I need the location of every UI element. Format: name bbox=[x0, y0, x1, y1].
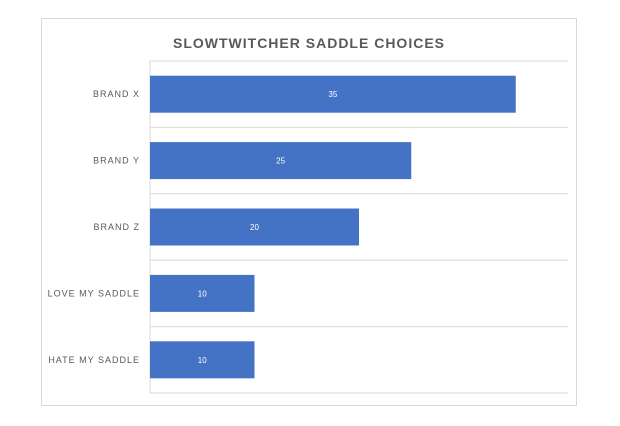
category-label: BRAND Z bbox=[93, 222, 140, 232]
bar bbox=[150, 341, 255, 379]
data-label: 10 bbox=[198, 289, 207, 298]
bar bbox=[150, 75, 516, 113]
data-label: 10 bbox=[198, 356, 207, 365]
category-label: BRAND X bbox=[93, 89, 140, 99]
bar bbox=[150, 274, 255, 312]
bar bbox=[150, 208, 359, 246]
chart-title: SLOWTWITCHER SADDLE CHOICES bbox=[173, 35, 445, 51]
category-label: BRAND Y bbox=[93, 156, 140, 166]
bar-chart: BRAND X 35 BRAND Y 25 BRAND Z 20 LOVE MY SADDL… bbox=[48, 60, 568, 394]
category-label: LOVE MY SADDLE bbox=[48, 288, 140, 298]
chart-frame: SLOWTWITCHER SADDLE CHOICES BRAND X 35 BRA… bbox=[41, 18, 577, 406]
bar bbox=[150, 142, 412, 180]
data-label: 25 bbox=[276, 157, 285, 166]
data-label: 35 bbox=[328, 90, 337, 99]
data-label: 20 bbox=[250, 223, 259, 232]
category-label: HATE MY SADDLE bbox=[48, 355, 140, 365]
